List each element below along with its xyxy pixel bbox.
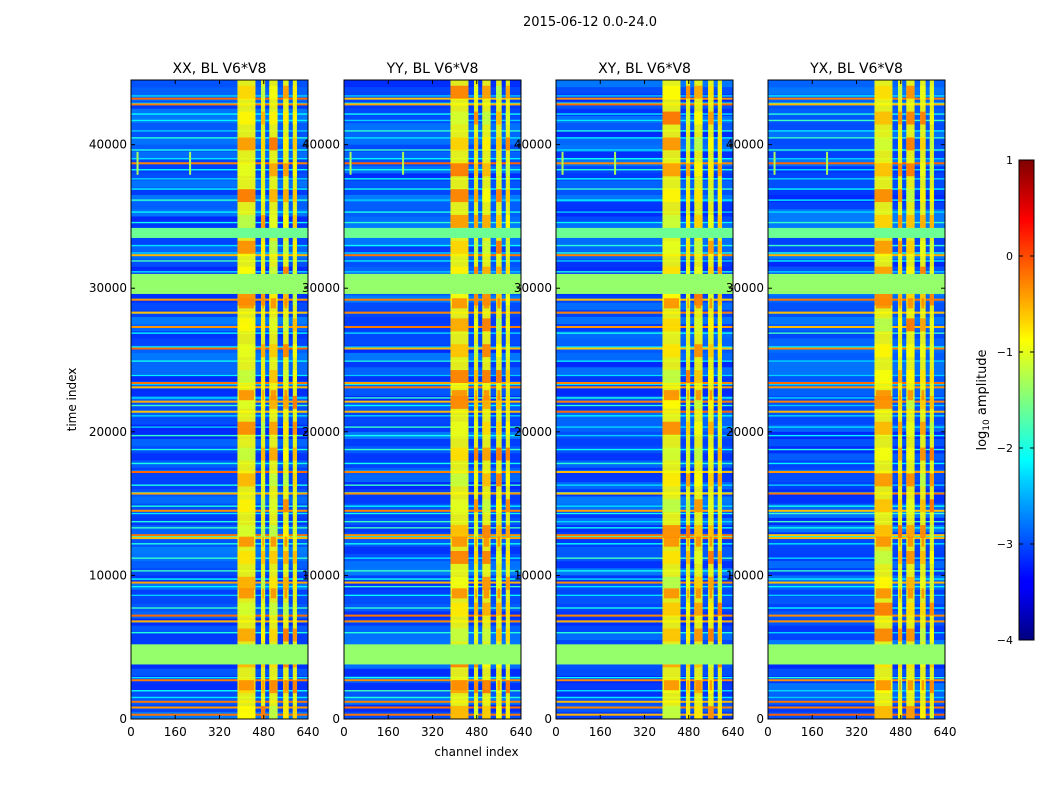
- x-tick-label: 320: [633, 725, 656, 739]
- y-tick-label: 0: [756, 712, 764, 726]
- panel-title-1: YY, BL V6*V8: [386, 61, 479, 77]
- x-tick-label: 640: [510, 725, 533, 739]
- y-tick-label: 20000: [514, 425, 552, 439]
- x-tick-label: 480: [889, 725, 912, 739]
- panel-title-2: XY, BL V6*V8: [598, 61, 691, 77]
- y-tick-label: 0: [332, 712, 340, 726]
- y-tick-label: 40000: [726, 138, 764, 152]
- y-tick-label: 40000: [302, 138, 340, 152]
- colorbar-tick-label: −4: [997, 634, 1013, 647]
- x-tick-label: 320: [208, 725, 231, 739]
- x-tick-label: 0: [764, 725, 772, 739]
- colorbar-tick-label: −3: [997, 538, 1013, 551]
- panel-title-3: YX, BL V6*V8: [809, 61, 903, 77]
- colorbar-tick-label: 1: [1006, 154, 1013, 167]
- x-tick-label: 160: [589, 725, 612, 739]
- x-tick-label: 0: [340, 725, 348, 739]
- y-tick-label: 20000: [302, 425, 340, 439]
- panel-2: XY, BL V6*V8 0 160 320 480 640 0 10000 20000 3000…: [514, 61, 745, 739]
- y-axis-label: time index: [65, 368, 79, 432]
- colorbar-gradient: [1018, 159, 1035, 641]
- y-tick-label: 30000: [89, 281, 127, 295]
- y-tick-label: 10000: [302, 568, 340, 582]
- panel-title-0: XX, BL V6*V8: [173, 61, 267, 77]
- x-tick-label: 160: [801, 725, 824, 739]
- x-tick-label: 640: [722, 725, 745, 739]
- colorbar-tick-label: 0: [1006, 250, 1013, 263]
- x-tick-label: 480: [465, 725, 488, 739]
- colorbar-label: log10 amplitude: [975, 349, 992, 450]
- y-tick-label: 40000: [89, 138, 127, 152]
- x-tick-label: 640: [934, 725, 957, 739]
- y-tick-label: 0: [119, 712, 127, 726]
- colorbar-tick-label: −2: [997, 442, 1013, 455]
- x-axis-label: channel index: [434, 745, 518, 759]
- figure-suptitle: 2015-06-12 0.0-24.0: [523, 15, 657, 30]
- y-tick-label: 0: [544, 712, 552, 726]
- y-tick-label: 40000: [514, 138, 552, 152]
- x-tick-label: 480: [252, 725, 275, 739]
- heatmap-image-3: [768, 80, 945, 719]
- y-tick-label: 30000: [514, 281, 552, 295]
- colorbar-tick-label: −1: [997, 346, 1013, 359]
- x-tick-label: 160: [377, 725, 400, 739]
- y-tick-label: 10000: [89, 568, 127, 582]
- y-tick-label: 10000: [514, 568, 552, 582]
- x-tick-label: 480: [677, 725, 700, 739]
- y-tick-label: 30000: [302, 281, 340, 295]
- panel-1: YY, BL V6*V8 0 160 320 480 640 0 10000 20000 3000…: [302, 61, 533, 759]
- x-tick-label: 0: [552, 725, 560, 739]
- y-tick-label: 10000: [726, 568, 764, 582]
- heatmap-image-1: [344, 80, 521, 719]
- x-tick-label: 0: [127, 725, 135, 739]
- y-tick-label: 20000: [89, 425, 127, 439]
- heatmap-image-0: [131, 80, 308, 719]
- x-tick-label: 320: [421, 725, 444, 739]
- y-tick-label: 20000: [726, 425, 764, 439]
- y-tick-label: 30000: [726, 281, 764, 295]
- x-tick-label: 320: [845, 725, 868, 739]
- heatmap-image-2: [556, 80, 733, 719]
- panel-0: XX, BL V6*V8 0 160 320 480 640 0 10000 20000 3000…: [65, 61, 319, 739]
- x-tick-label: 160: [164, 725, 187, 739]
- panel-3: YX, BL V6*V8 0 160 320 480 640 0 10000 20000 3000…: [726, 61, 957, 739]
- colorbar: 1 0 −1 −2 −3 −4 log10 amplitude: [975, 154, 1035, 647]
- x-tick-label: 640: [297, 725, 320, 739]
